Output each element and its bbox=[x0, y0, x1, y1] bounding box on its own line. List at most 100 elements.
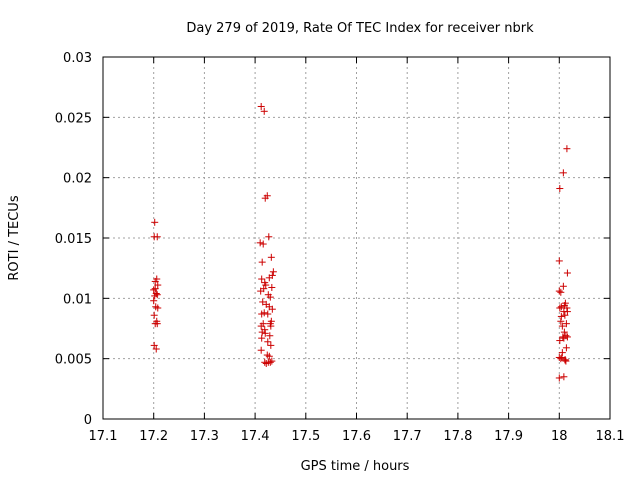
data-point bbox=[258, 275, 266, 283]
data-point bbox=[262, 281, 270, 289]
x-tick-label: 17.2 bbox=[139, 429, 168, 444]
grid-lines bbox=[103, 57, 610, 419]
y-tick-label: 0.025 bbox=[55, 111, 92, 126]
x-tick-label: 17.5 bbox=[291, 429, 320, 444]
data-point bbox=[558, 349, 566, 357]
chart-title: Day 279 of 2019, Rate Of TEC Index for r… bbox=[186, 21, 534, 36]
data-point bbox=[263, 192, 271, 200]
data-point bbox=[265, 274, 273, 282]
y-tick-label: 0.015 bbox=[55, 232, 92, 247]
x-tick-label: 17.4 bbox=[241, 429, 270, 444]
data-point bbox=[150, 286, 158, 294]
data-point bbox=[558, 353, 566, 361]
data-point bbox=[556, 185, 564, 193]
x-tick-label: 18 bbox=[551, 429, 568, 444]
data-point bbox=[261, 329, 269, 337]
data-point bbox=[256, 239, 264, 247]
y-tick-label: 0.03 bbox=[63, 51, 92, 66]
axis-ticks: 17.1 17.2 17.3 17.4 17.5 17.6 17.7 17.8 17.9 18 18… bbox=[55, 51, 625, 444]
data-point bbox=[557, 303, 565, 311]
plot-frame bbox=[102, 56, 611, 420]
data-point bbox=[268, 305, 276, 313]
data-point bbox=[267, 322, 275, 330]
data-point bbox=[559, 169, 567, 177]
data-point bbox=[561, 311, 569, 319]
y-tick-label: 0.01 bbox=[63, 292, 92, 307]
data-point bbox=[560, 373, 568, 381]
data-point bbox=[563, 304, 571, 312]
data-point bbox=[154, 281, 162, 289]
data-point bbox=[560, 328, 568, 336]
data-point bbox=[152, 345, 160, 353]
data-point bbox=[260, 309, 268, 317]
data-point bbox=[257, 102, 265, 110]
data-point bbox=[258, 258, 266, 266]
data-point bbox=[558, 322, 566, 330]
data-point bbox=[151, 285, 159, 293]
data-point bbox=[150, 341, 158, 349]
data-point bbox=[557, 317, 565, 325]
y-tick-label: 0.02 bbox=[63, 172, 92, 187]
data-point bbox=[265, 352, 273, 360]
data-point bbox=[152, 290, 160, 298]
data-point bbox=[557, 288, 565, 296]
data-point bbox=[562, 320, 570, 328]
x-tick-label: 17.1 bbox=[89, 429, 118, 444]
data-point bbox=[150, 297, 158, 305]
x-tick-label: 17.6 bbox=[342, 429, 371, 444]
data-points bbox=[150, 102, 571, 382]
x-axis-label: GPS time / hours bbox=[301, 459, 410, 474]
data-point bbox=[267, 341, 275, 349]
x-tick-label: 17.9 bbox=[494, 429, 523, 444]
data-point bbox=[563, 333, 571, 341]
data-point bbox=[153, 275, 161, 283]
data-point bbox=[259, 240, 267, 248]
y-tick-label: 0.005 bbox=[55, 353, 92, 368]
data-point bbox=[260, 107, 268, 115]
data-point bbox=[266, 293, 274, 301]
data-point bbox=[557, 312, 565, 320]
data-point bbox=[264, 338, 272, 346]
x-tick-label: 17.7 bbox=[393, 429, 422, 444]
data-point bbox=[561, 356, 569, 364]
data-point bbox=[563, 308, 571, 316]
data-point bbox=[265, 233, 273, 241]
data-point bbox=[556, 337, 564, 345]
data-point bbox=[555, 287, 563, 295]
data-point bbox=[563, 145, 571, 153]
y-tick-label: 0 bbox=[84, 413, 92, 428]
data-point bbox=[268, 357, 276, 365]
data-point bbox=[562, 344, 570, 352]
data-point bbox=[150, 311, 158, 319]
data-point bbox=[269, 268, 277, 276]
data-point bbox=[150, 233, 158, 241]
x-tick-label: 17.8 bbox=[443, 429, 472, 444]
x-tick-label: 17.3 bbox=[190, 429, 219, 444]
data-point bbox=[258, 328, 266, 336]
data-point bbox=[268, 283, 276, 291]
data-point bbox=[259, 298, 267, 306]
data-point bbox=[555, 257, 563, 265]
data-point bbox=[266, 332, 274, 340]
data-point bbox=[151, 218, 159, 226]
data-point bbox=[556, 304, 564, 312]
data-point bbox=[262, 359, 270, 367]
y-axis-label: ROTI / TECUs bbox=[7, 195, 22, 280]
data-point bbox=[562, 357, 570, 365]
data-point bbox=[257, 322, 265, 330]
data-point bbox=[559, 282, 567, 290]
data-point bbox=[266, 358, 274, 366]
data-point bbox=[153, 320, 161, 328]
data-point bbox=[264, 310, 272, 318]
data-point bbox=[557, 355, 565, 363]
data-point bbox=[257, 346, 265, 354]
data-point bbox=[560, 334, 568, 342]
data-point bbox=[555, 374, 563, 382]
x-tick-label: 18.1 bbox=[596, 429, 625, 444]
data-point bbox=[563, 269, 571, 277]
data-point bbox=[260, 285, 268, 293]
data-point bbox=[267, 253, 275, 261]
data-point bbox=[258, 334, 266, 342]
data-point bbox=[154, 304, 162, 312]
